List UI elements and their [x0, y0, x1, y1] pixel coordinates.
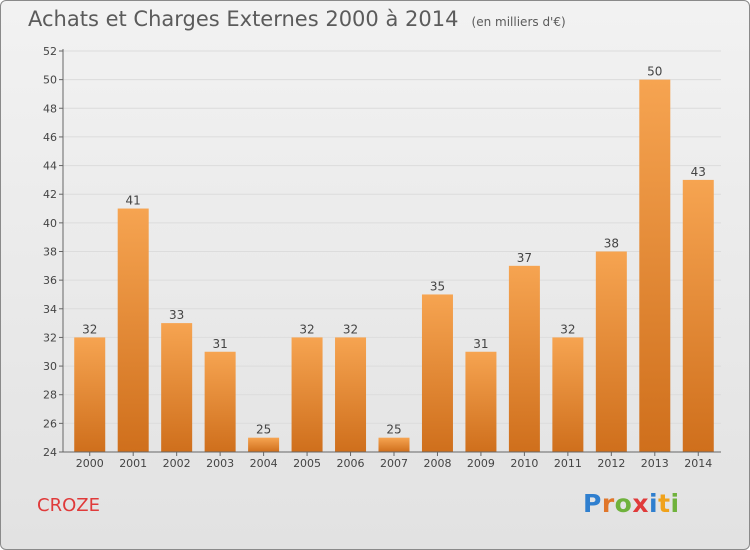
bar — [204, 351, 236, 452]
x-tick-label: 2012 — [597, 457, 625, 470]
bar-value-label: 32 — [82, 322, 97, 336]
y-tick-label: 26 — [43, 417, 57, 430]
x-tick-label: 2005 — [293, 457, 321, 470]
y-tick-label: 52 — [43, 45, 57, 58]
y-tick-label: 42 — [43, 188, 57, 201]
commune-name: CROZE — [37, 495, 100, 516]
bar-value-label: 32 — [343, 322, 358, 336]
bar — [248, 437, 280, 452]
bar — [291, 337, 323, 452]
bar-value-label: 37 — [517, 251, 532, 265]
x-tick-label: 2003 — [206, 457, 234, 470]
y-tick-label: 24 — [43, 446, 57, 459]
x-tick-label: 2007 — [380, 457, 408, 470]
logo-letter: r — [601, 489, 615, 518]
bar — [117, 208, 149, 452]
bar — [508, 265, 540, 452]
y-tick-label: 32 — [43, 331, 57, 344]
bar — [378, 437, 410, 452]
bar — [552, 337, 584, 452]
bar-value-label: 32 — [560, 322, 575, 336]
x-tick-label: 2010 — [510, 457, 538, 470]
y-tick-label: 38 — [43, 246, 57, 259]
x-tick-label: 2001 — [119, 457, 147, 470]
chart-title: Achats et Charges Externes 2000 à 2014 — [28, 7, 459, 31]
y-tick-label: 34 — [43, 303, 57, 316]
bar — [639, 79, 671, 453]
bar — [421, 294, 453, 452]
proxiti-logo: Proxiti — [583, 489, 680, 518]
bar-value-label: 25 — [256, 423, 271, 437]
bar-value-label: 25 — [386, 423, 401, 437]
y-tick-label: 30 — [43, 360, 57, 373]
bar-value-label: 50 — [647, 65, 662, 79]
y-tick-label: 40 — [43, 217, 57, 230]
bar-value-label: 43 — [691, 165, 706, 179]
bar-value-label: 33 — [169, 308, 184, 322]
logo-letter: i — [670, 489, 680, 518]
x-tick-label: 2000 — [76, 457, 104, 470]
y-tick-label: 28 — [43, 389, 57, 402]
bar — [682, 179, 714, 452]
logo-letter: P — [583, 489, 602, 518]
logo-letter: t — [658, 489, 671, 518]
bar-value-label: 31 — [473, 337, 488, 351]
y-tick-label: 48 — [43, 102, 57, 115]
bar — [595, 251, 627, 452]
chart-subtitle: (en milliers d'€) — [471, 15, 566, 29]
x-tick-label: 2006 — [337, 457, 365, 470]
x-tick-label: 2013 — [641, 457, 669, 470]
chart-title-block: Achats et Charges Externes 2000 à 2014 (… — [28, 7, 566, 31]
y-tick-label: 36 — [43, 274, 57, 287]
bar — [74, 337, 106, 452]
x-tick-label: 2004 — [250, 457, 278, 470]
x-tick-label: 2002 — [163, 457, 191, 470]
logo-letter: i — [649, 489, 659, 518]
bar-value-label: 38 — [604, 237, 619, 251]
bar-value-label: 35 — [430, 279, 445, 293]
y-tick-label: 44 — [43, 160, 57, 173]
x-tick-label: 2008 — [423, 457, 451, 470]
bar-value-label: 31 — [212, 337, 227, 351]
bar — [465, 351, 497, 452]
logo-letter: x — [632, 489, 649, 518]
x-tick-label: 2011 — [554, 457, 582, 470]
bar — [161, 323, 193, 452]
x-tick-label: 2014 — [684, 457, 712, 470]
bar-value-label: 32 — [299, 322, 314, 336]
bar-value-label: 41 — [126, 194, 141, 208]
bar — [335, 337, 367, 452]
logo-letter: o — [614, 489, 633, 518]
y-tick-label: 50 — [43, 74, 57, 87]
x-tick-label: 2009 — [467, 457, 495, 470]
y-tick-label: 46 — [43, 131, 57, 144]
